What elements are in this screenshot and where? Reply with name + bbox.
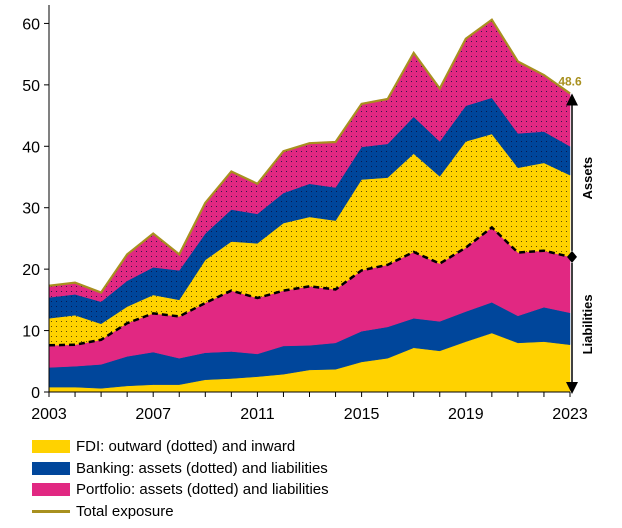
legend-label-fdi: FDI: outward (dotted) and inward	[76, 438, 296, 456]
y-tick-label: 20	[22, 262, 40, 279]
legend-swatch-portfolio	[32, 483, 70, 497]
legend-item-fdi: FDI: outward (dotted) and inward	[32, 436, 452, 458]
annotations-layer: 48.6 Assets Liabilities	[558, 74, 595, 394]
y-tick-label: 30	[22, 201, 40, 218]
total-exposure-line	[48, 18, 571, 294]
axes-layer: 0 10 20 30 40 50 60 2003 2007 2011 2015 2019 2023	[22, 5, 588, 423]
y-tick-label: 50	[22, 78, 40, 95]
x-tick-label: 2003	[31, 406, 67, 423]
liabilities-boundary-line	[48, 225, 571, 347]
stacked-area-chart: 0 10 20 30 40 50 60 2003 2007 2011 2015 2019 2023 48…	[22, 5, 595, 423]
liabilities-label: Liabilities	[580, 294, 595, 354]
legend-item-banking: Banking: assets (dotted) and liabilities	[32, 458, 452, 480]
legend-swatch-fdi	[32, 440, 70, 454]
legend: FDI: outward (dotted) and inward Banking…	[32, 436, 452, 522]
legend-line-total	[32, 509, 70, 513]
x-tick-label: 2011	[240, 406, 275, 423]
x-tick-label: 2023	[552, 406, 588, 423]
legend-label-total: Total exposure	[76, 502, 174, 520]
x-tick-label: 2015	[344, 406, 380, 423]
y-tick-label: 0	[31, 385, 40, 402]
total-exposure-value-label: 48.6	[558, 74, 582, 88]
x-tick-label: 2019	[448, 406, 484, 423]
area-banking-assets-dots	[49, 97, 570, 324]
area-fdi-outward-dots	[49, 134, 570, 346]
legend-label-banking: Banking: assets (dotted) and liabilities	[76, 459, 328, 477]
y-tick-label: 10	[22, 324, 40, 341]
assets-label: Assets	[580, 157, 595, 200]
legend-label-portfolio: Portfolio: assets (dotted) and liabiliti…	[76, 481, 329, 499]
areas-layer	[48, 18, 571, 393]
legend-swatch-banking	[32, 461, 70, 475]
legend-item-portfolio: Portfolio: assets (dotted) and liabiliti…	[32, 479, 452, 501]
y-tick-label: 40	[22, 139, 40, 156]
y-tick-label: 60	[22, 16, 40, 33]
x-tick-label: 2007	[135, 406, 171, 423]
boundary-diamond-marker	[567, 250, 577, 263]
legend-item-total: Total exposure	[32, 501, 452, 523]
